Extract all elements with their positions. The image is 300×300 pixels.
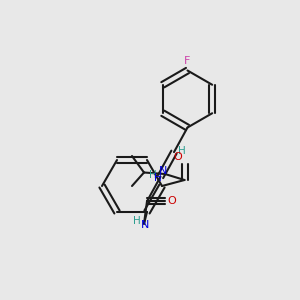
Text: N: N — [141, 220, 150, 230]
Text: F: F — [184, 56, 191, 67]
Text: O: O — [173, 152, 182, 162]
Text: H: H — [178, 146, 185, 156]
Text: H: H — [154, 172, 161, 183]
Text: H: H — [133, 216, 140, 226]
Text: H: H — [149, 170, 157, 180]
Text: N: N — [159, 166, 168, 176]
Text: O: O — [167, 196, 176, 206]
